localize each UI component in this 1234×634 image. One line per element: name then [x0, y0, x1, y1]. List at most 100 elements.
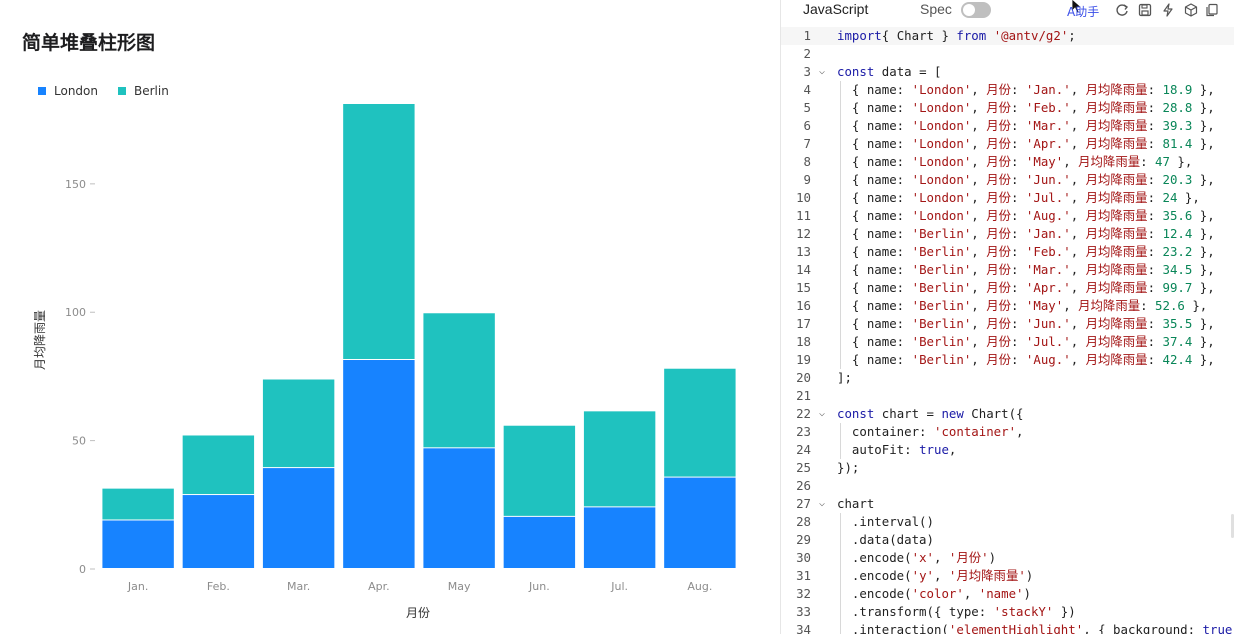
- code-text: });: [837, 460, 860, 475]
- code-line[interactable]: 28 .interval(): [781, 513, 1234, 531]
- line-number: 27: [796, 496, 811, 511]
- code-line[interactable]: 15 { name: 'Berlin', 月份: 'Apr.', 月均降雨量: …: [781, 279, 1234, 297]
- y-tick-label: 0: [79, 563, 86, 576]
- code-text: { name: 'London', 月份: 'Apr.', 月均降雨量: 81.…: [837, 136, 1215, 151]
- code-line[interactable]: 20];: [781, 369, 1234, 387]
- code-line[interactable]: 23 container: 'container',: [781, 423, 1234, 441]
- code-line[interactable]: 3 ⌵ const data = [: [781, 63, 1234, 81]
- bar-london-jan[interactable]: [102, 520, 174, 568]
- code-text: const data = [: [837, 64, 942, 79]
- bar-berlin-jan[interactable]: [102, 488, 174, 520]
- line-number: 3: [803, 64, 811, 79]
- editor-toolbar: JavaScript Spec A助手: [781, 0, 1234, 22]
- bar-berlin-mar[interactable]: [262, 379, 335, 468]
- indent-guide: [840, 135, 841, 153]
- line-number: 15: [796, 280, 811, 295]
- code-line[interactable]: 17 { name: 'Berlin', 月份: 'Jun.', 月均降雨量: …: [781, 315, 1234, 333]
- bar-london-jul[interactable]: [583, 507, 656, 568]
- code-line[interactable]: 4 { name: 'London', 月份: 'Jan.', 月均降雨量: 1…: [781, 81, 1234, 99]
- code-line[interactable]: 34 .interaction('elementHighlight', { ba…: [781, 621, 1234, 634]
- code-text: { name: 'London', 月份: 'May', 月均降雨量: 47 }…: [837, 154, 1193, 169]
- indent-guide: [840, 603, 841, 621]
- bar-london-mar[interactable]: [262, 468, 335, 568]
- line-number: 21: [796, 388, 811, 403]
- code-text: .data(data): [837, 532, 934, 547]
- code-line[interactable]: 31 .encode('y', '月均降雨量'): [781, 567, 1234, 585]
- fold-chevron-icon[interactable]: ⌵: [819, 408, 826, 419]
- code-line[interactable]: 14 { name: 'Berlin', 月份: 'Mar.', 月均降雨量: …: [781, 261, 1234, 279]
- code-line[interactable]: 24 autoFit: true,: [781, 441, 1234, 459]
- code-line[interactable]: 18 { name: 'Berlin', 月份: 'Jul.', 月均降雨量: …: [781, 333, 1234, 351]
- code-line[interactable]: 22 ⌵ const chart = new Chart({: [781, 405, 1234, 423]
- line-number: 19: [796, 352, 811, 367]
- legend-item-berlin[interactable]: Berlin: [118, 84, 169, 98]
- code-line[interactable]: 29 .data(data): [781, 531, 1234, 549]
- panel-divider[interactable]: [780, 0, 781, 634]
- indent-guide: [840, 81, 841, 99]
- code-line[interactable]: 33 .transform({ type: 'stackY' }): [781, 603, 1234, 621]
- line-number: 26: [796, 478, 811, 493]
- line-number: 6: [803, 118, 811, 133]
- x-tick-label: Aug.: [687, 580, 712, 593]
- code-line[interactable]: 27 ⌵ chart: [781, 495, 1234, 513]
- tab-javascript[interactable]: JavaScript: [803, 1, 869, 17]
- code-text: container: 'container',: [837, 424, 1024, 439]
- code-line[interactable]: 5 { name: 'London', 月份: 'Feb.', 月均降雨量: 2…: [781, 99, 1234, 117]
- line-number: 23: [796, 424, 811, 439]
- bar-london-apr[interactable]: [343, 359, 415, 568]
- code-line[interactable]: 11 { name: 'London', 月份: 'Aug.', 月均降雨量: …: [781, 207, 1234, 225]
- code-line[interactable]: 12 { name: 'Berlin', 月份: 'Jan.', 月均降雨量: …: [781, 225, 1234, 243]
- box-icon[interactable]: [1184, 3, 1198, 17]
- fold-chevron-icon[interactable]: ⌵: [819, 66, 826, 77]
- code-line[interactable]: 6 { name: 'London', 月份: 'Mar.', 月均降雨量: 3…: [781, 117, 1234, 135]
- indent-guide: [840, 279, 841, 297]
- code-text: { name: 'London', 月份: 'Jan.', 月均降雨量: 18.…: [837, 82, 1215, 97]
- y-tick-label: 150: [65, 178, 86, 191]
- save-icon[interactable]: [1138, 3, 1152, 17]
- refresh-icon[interactable]: [1115, 3, 1129, 17]
- code-line[interactable]: 7 { name: 'London', 月份: 'Apr.', 月均降雨量: 8…: [781, 135, 1234, 153]
- code-line[interactable]: 19 { name: 'Berlin', 月份: 'Aug.', 月均降雨量: …: [781, 351, 1234, 369]
- indent-guide: [840, 621, 841, 634]
- ai-assistant-button[interactable]: A助手: [1067, 5, 1100, 19]
- bar-berlin-jun[interactable]: [503, 425, 576, 516]
- code-text: { name: 'Berlin', 月份: 'Feb.', 月均降雨量: 23.…: [837, 244, 1215, 259]
- toggle-knob: [963, 4, 975, 16]
- code-line[interactable]: 8 { name: 'London', 月份: 'May', 月均降雨量: 47…: [781, 153, 1234, 171]
- code-line[interactable]: 13 { name: 'Berlin', 月份: 'Feb.', 月均降雨量: …: [781, 243, 1234, 261]
- code-line[interactable]: 1 import{ Chart } from '@antv/g2';: [781, 27, 1234, 45]
- code-line[interactable]: 32 .encode('color', 'name'): [781, 585, 1234, 603]
- line-number: 18: [796, 334, 811, 349]
- code-line[interactable]: 16 { name: 'Berlin', 月份: 'May', 月均降雨量: 5…: [781, 297, 1234, 315]
- x-tick-label: Jan.: [127, 580, 148, 593]
- bar-berlin-apr[interactable]: [343, 104, 415, 359]
- tab-spec[interactable]: Spec: [920, 1, 952, 17]
- code-line[interactable]: 30 .encode('x', '月份'): [781, 549, 1234, 567]
- bar-berlin-may[interactable]: [423, 313, 495, 448]
- code-text: .encode('x', '月份'): [837, 550, 997, 565]
- bar-london-jun[interactable]: [503, 516, 576, 568]
- bar-berlin-feb[interactable]: [182, 435, 255, 495]
- code-line[interactable]: 25});: [781, 459, 1234, 477]
- line-number: 9: [803, 172, 811, 187]
- bar-london-feb[interactable]: [182, 495, 255, 568]
- spec-toggle[interactable]: [961, 2, 991, 18]
- bar-london-aug[interactable]: [664, 477, 736, 568]
- legend-item-london[interactable]: London: [38, 84, 98, 98]
- code-area[interactable]: 1 import{ Chart } from '@antv/g2'; 2 3 ⌵ cons…: [781, 27, 1234, 634]
- bar-berlin-jul[interactable]: [583, 411, 656, 507]
- copy-icon[interactable]: [1205, 3, 1219, 17]
- scrollbar[interactable]: [1231, 514, 1234, 538]
- code-line[interactable]: 2: [781, 45, 1234, 63]
- code-line[interactable]: 9 { name: 'London', 月份: 'Jun.', 月均降雨量: 2…: [781, 171, 1234, 189]
- code-line[interactable]: 10 { name: 'London', 月份: 'Jul.', 月均降雨量: …: [781, 189, 1234, 207]
- code-line[interactable]: 21: [781, 387, 1234, 405]
- lightning-icon[interactable]: [1161, 3, 1175, 17]
- bar-berlin-aug[interactable]: [664, 368, 736, 477]
- mouse-cursor-icon: [1071, 0, 1083, 14]
- legend-label-london: London: [54, 84, 98, 98]
- bar-london-may[interactable]: [423, 448, 495, 568]
- fold-chevron-icon[interactable]: ⌵: [819, 498, 826, 509]
- code-line[interactable]: 26: [781, 477, 1234, 495]
- line-number: 10: [796, 190, 811, 205]
